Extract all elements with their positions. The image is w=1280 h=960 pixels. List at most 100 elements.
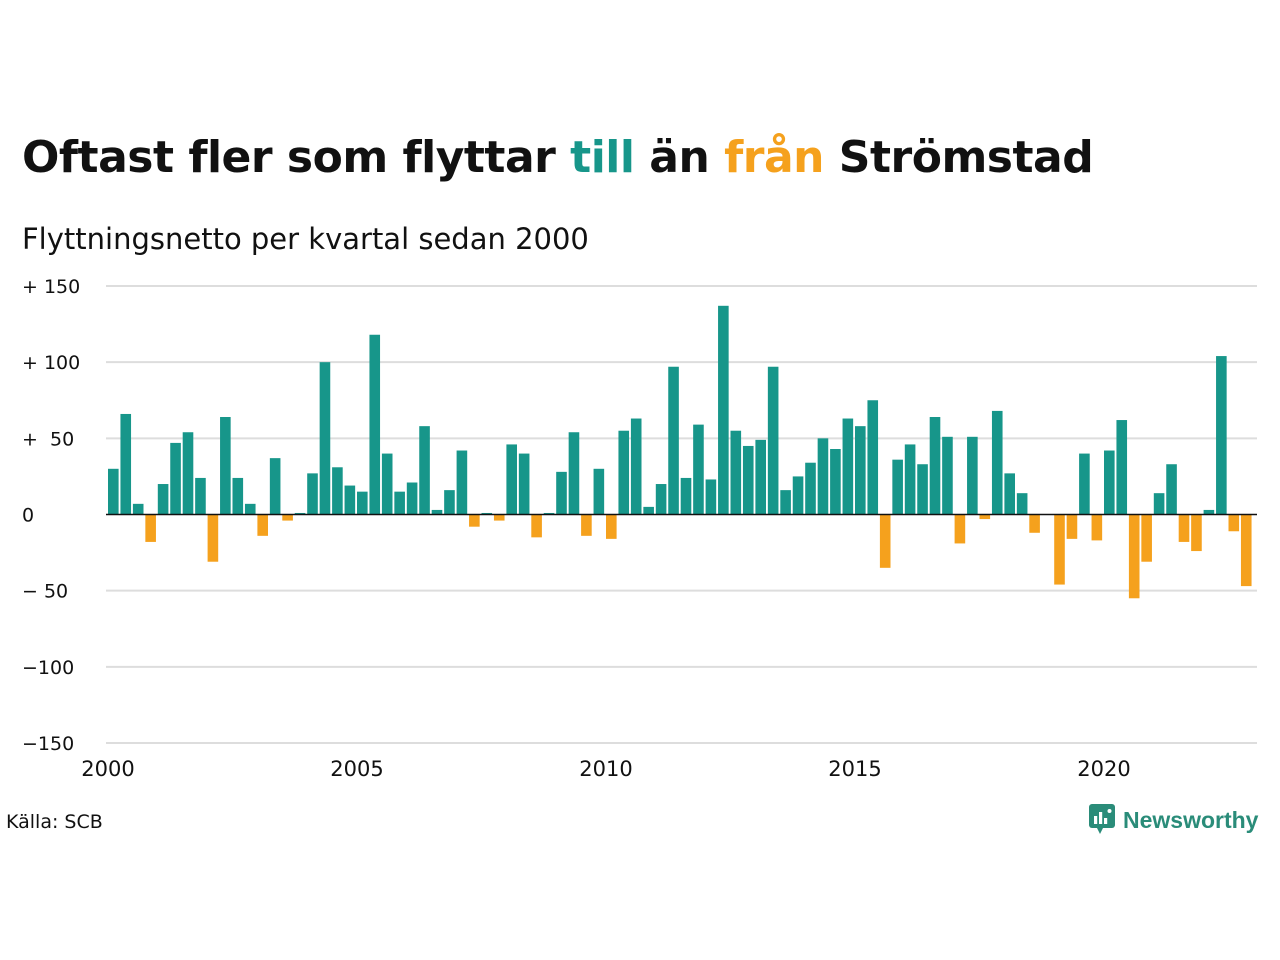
bar bbox=[469, 514, 480, 527]
bar bbox=[282, 514, 293, 521]
x-tick-label: 2020 bbox=[1077, 757, 1130, 781]
bar-chart: + 150 + 100 + 50 0 − 50 −100 −150 2000 2005 2010… bbox=[22, 276, 1257, 781]
bar bbox=[1079, 453, 1090, 515]
bar bbox=[132, 503, 144, 515]
bar bbox=[493, 514, 505, 521]
bar bbox=[755, 439, 766, 515]
bar bbox=[456, 450, 468, 515]
y-tick-label: −150 bbox=[22, 733, 74, 755]
bar bbox=[568, 432, 580, 515]
bar bbox=[979, 514, 991, 520]
bar bbox=[207, 514, 219, 562]
bar bbox=[718, 305, 729, 515]
bar bbox=[855, 426, 866, 515]
title-part-3: Strömstad bbox=[823, 132, 1094, 183]
bar bbox=[842, 418, 854, 515]
bar bbox=[518, 453, 530, 515]
bar bbox=[805, 462, 816, 515]
bar bbox=[1191, 514, 1202, 552]
bar bbox=[967, 436, 978, 515]
chart-title: Oftast fler som flyttar till än från Str… bbox=[22, 132, 1094, 183]
bar bbox=[556, 471, 567, 515]
bar bbox=[1104, 450, 1115, 515]
bar bbox=[419, 426, 430, 515]
bar bbox=[394, 491, 405, 515]
brand-logo: Newsworthy bbox=[1088, 803, 1258, 837]
bar bbox=[1029, 514, 1040, 533]
bar bbox=[892, 459, 903, 515]
bar bbox=[1054, 514, 1065, 585]
bar bbox=[332, 467, 343, 515]
bar bbox=[1141, 514, 1152, 562]
bar bbox=[307, 473, 318, 515]
title-fran: från bbox=[724, 132, 824, 183]
bar bbox=[543, 512, 555, 515]
bar bbox=[655, 484, 667, 515]
newsworthy-logo-icon bbox=[1089, 804, 1115, 834]
bar bbox=[1178, 514, 1190, 542]
bar bbox=[170, 442, 181, 515]
bar bbox=[108, 468, 119, 515]
bar bbox=[344, 485, 356, 515]
bar bbox=[742, 445, 754, 515]
bar bbox=[244, 503, 256, 515]
bar bbox=[730, 430, 742, 515]
bar bbox=[767, 366, 779, 515]
bar bbox=[1066, 514, 1078, 539]
bar bbox=[680, 477, 692, 515]
y-tick-label: + 150 bbox=[22, 276, 80, 298]
bar bbox=[431, 509, 443, 515]
bar bbox=[606, 514, 617, 539]
y-tick-label: 0 bbox=[22, 505, 34, 527]
bar bbox=[481, 512, 493, 515]
bar bbox=[257, 514, 268, 536]
y-tick-label: + 100 bbox=[22, 352, 80, 374]
bar bbox=[1091, 514, 1103, 541]
bar bbox=[182, 432, 194, 515]
bar bbox=[904, 444, 916, 515]
brand-name: Newsworthy bbox=[1123, 806, 1259, 833]
bar bbox=[220, 417, 231, 515]
bar bbox=[357, 491, 368, 515]
bar bbox=[195, 477, 206, 515]
bar bbox=[1228, 514, 1240, 532]
y-tick-label: + 50 bbox=[22, 428, 74, 450]
bar bbox=[1166, 464, 1177, 515]
bar bbox=[531, 514, 542, 538]
x-tick-label: 2015 bbox=[828, 757, 881, 781]
bar bbox=[269, 458, 281, 515]
x-tick-label: 2005 bbox=[330, 757, 383, 781]
bar bbox=[581, 514, 592, 536]
bar bbox=[817, 438, 829, 515]
bar bbox=[1004, 473, 1015, 515]
bar bbox=[406, 482, 418, 515]
bars bbox=[108, 305, 1252, 599]
x-tick-label: 2000 bbox=[81, 757, 134, 781]
bar bbox=[643, 506, 654, 515]
title-part-2: än bbox=[634, 132, 725, 183]
bar bbox=[1016, 493, 1028, 515]
bar bbox=[232, 477, 244, 515]
bar bbox=[630, 418, 642, 515]
bar bbox=[954, 514, 966, 544]
bar bbox=[1216, 356, 1227, 515]
bar bbox=[506, 444, 517, 515]
y-tick-label: − 50 bbox=[22, 581, 68, 603]
bar bbox=[145, 514, 156, 542]
bar bbox=[294, 512, 306, 515]
bar bbox=[792, 476, 804, 515]
bar bbox=[991, 410, 1003, 515]
bar bbox=[120, 413, 132, 515]
chart-subtitle: Flyttningsnetto per kvartal sedan 2000 bbox=[22, 222, 589, 256]
source-note: Källa: SCB bbox=[6, 811, 103, 833]
bar bbox=[917, 464, 928, 515]
title-till: till bbox=[570, 132, 635, 183]
bar bbox=[1240, 514, 1252, 587]
bar bbox=[942, 436, 953, 515]
bar bbox=[867, 400, 879, 515]
bar bbox=[879, 514, 891, 568]
bar bbox=[319, 362, 331, 515]
bar bbox=[929, 417, 941, 515]
bar bbox=[780, 490, 791, 515]
bar bbox=[668, 366, 679, 515]
